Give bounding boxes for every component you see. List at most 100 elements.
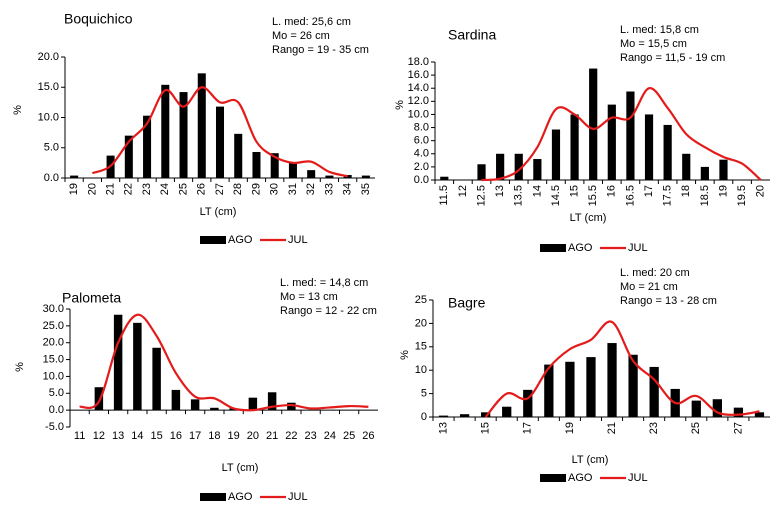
bar [649,366,659,417]
x-tick-label: 21 [104,183,116,195]
legend-swatch [540,474,566,482]
x-tick-label: 29 [250,183,262,195]
x-tick-label: 17 [189,430,201,442]
bar [496,153,505,180]
y-axis-label: % [14,362,26,372]
y-tick-label: 12.0 [408,95,429,107]
x-tick-label: 15.5 [587,185,599,206]
y-axis-label: % [394,100,406,110]
bar [754,412,765,417]
y-tick-label: 5.0 [44,142,59,154]
x-tick-label: 23 [648,422,660,434]
x-tick-label: 19 [68,183,80,195]
bar [565,361,575,417]
x-tick-label: 19 [564,422,576,434]
y-tick-label: 16.0 [408,69,429,81]
chart-title: Bagre [448,295,486,311]
x-tick-label: 25 [343,430,355,442]
bar [607,104,616,180]
y-tick-label: 10.0 [408,108,429,120]
bar [234,133,243,178]
bar [113,314,123,411]
bar [570,114,579,180]
bar [514,153,523,180]
bar [343,174,352,178]
x-tick-label: 18 [680,185,692,197]
legend-label: JUL [288,234,308,246]
x-tick-label: 13 [112,430,124,442]
chart-title: Palometa [62,290,121,306]
x-tick-label: 17 [643,185,655,197]
bar [523,389,533,417]
x-axis-label: LT (cm) [200,206,237,218]
bar [682,153,691,180]
x-tick-label: 17 [522,422,534,434]
annotation: L. med: 20 cm [620,267,690,279]
x-tick-label: 19 [228,430,240,442]
x-tick-label: 18.5 [699,185,711,206]
bar [544,364,554,417]
chart-panel: Boquichico L. med: 25,6 cm Mo = 26 cm Rango… [12,11,375,246]
x-axis-label: LT (cm) [570,212,607,224]
x-tick-label: 11 [74,430,85,442]
x-axis-label: LT (cm) [222,462,259,474]
x-tick-label: 24 [159,183,171,195]
x-axis-label: LT (cm) [572,454,609,466]
y-tick-label: 6.0 [414,135,429,147]
bar [644,114,654,180]
y-tick-label: 4.0 [414,148,429,160]
bar [190,399,200,411]
x-tick-label: 27 [732,422,744,434]
bar [210,407,219,411]
x-tick-label: 17.5 [662,185,674,206]
x-tick-label: 14 [531,185,543,197]
bar [171,389,181,411]
bar [459,414,470,417]
legend-swatch [540,244,566,252]
x-tick-label: 21 [606,422,618,434]
y-tick-label: 20.0 [38,51,59,63]
bar [626,91,635,180]
y-tick-label: 18.0 [408,56,429,68]
y-tick-label: 0.0 [414,174,429,186]
y-axis-label: % [12,105,24,115]
bar [663,124,672,180]
bar [307,170,316,178]
legend-label: AGO [228,234,253,246]
x-tick-label: 31 [287,183,299,195]
bar [589,68,598,180]
line [481,87,762,182]
y-tick-label: -5.0 [45,421,64,433]
y-tick-label: 25 [415,294,427,306]
x-tick-label: 25 [690,422,702,434]
y-tick-label: 5.0 [49,387,64,399]
y-tick-label: 0.0 [44,172,59,184]
bar [287,402,296,411]
y-tick-label: 8.0 [414,121,429,133]
bar [607,343,617,417]
x-tick-label: 24 [324,430,336,442]
bar [586,357,596,417]
x-tick-label: 18 [208,430,220,442]
annotation: Rango = 19 - 35 cm [272,44,369,56]
x-tick-label: 19 [717,185,729,197]
x-tick-label: 15 [568,185,580,197]
bar [628,354,638,417]
annotation: L. med: 25,6 cm [272,16,351,28]
bar [288,162,297,178]
legend-label: AGO [568,242,593,254]
y-tick-label: 25.0 [43,320,64,332]
x-tick-label: 13 [437,422,449,434]
x-tick-label: 26 [196,183,208,195]
legend-label: JUL [288,491,308,503]
bar [502,406,512,417]
x-tick-label: 11.5 [438,185,450,206]
bar [152,347,161,411]
bar [248,397,258,411]
bar [70,175,79,178]
bar [143,115,152,178]
x-tick-label: 16 [170,430,182,442]
line [91,86,348,178]
annotation: L. med: = 14,8 cm [280,277,368,289]
